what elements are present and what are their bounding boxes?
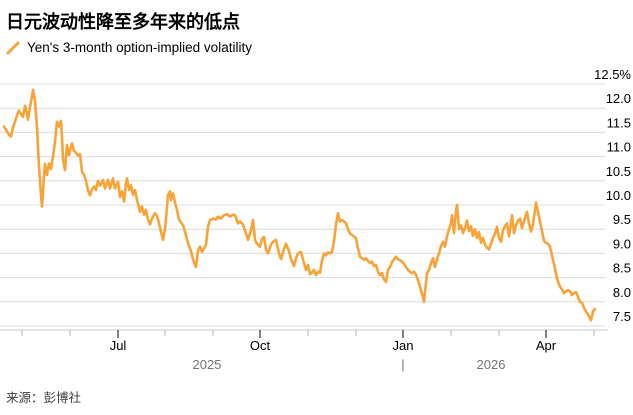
legend-label: Yen's 3-month option-implied volatility xyxy=(27,40,252,55)
legend-slash-icon xyxy=(6,41,20,54)
y-axis-label: 10.5 xyxy=(606,164,631,179)
x-axis-month-label: Jan xyxy=(393,338,414,353)
y-axis-label: 8.0 xyxy=(613,285,631,300)
y-axis-label: 9.0 xyxy=(613,236,631,251)
chart-legend: Yen's 3-month option-implied volatility xyxy=(6,40,252,55)
x-axis-year-label: 2025 xyxy=(193,357,222,372)
x-axis-month-label: Oct xyxy=(250,338,271,353)
page-title: 日元波动性降至多年来的低点 xyxy=(6,12,240,32)
y-axis-label: 12.5% xyxy=(594,67,631,82)
y-axis-label: 12.0 xyxy=(606,91,631,106)
source-attribution: 来源：彭博社 xyxy=(6,391,82,405)
y-axis-label: 11.5 xyxy=(607,115,631,130)
y-axis-label: 9.5 xyxy=(613,212,631,227)
volatility-series-line xyxy=(2,88,597,322)
y-axis-label: 8.5 xyxy=(613,261,631,276)
y-axis-label: 7.5 xyxy=(613,309,631,324)
x-axis-month-label: Apr xyxy=(536,338,557,353)
y-axis-label: 10.0 xyxy=(606,188,631,203)
x-axis-month-label: Jul xyxy=(110,338,127,353)
x-axis-year-label: 2026 xyxy=(477,357,506,372)
x-axis-year-divider: | xyxy=(401,357,404,372)
y-axis-label: 11.0 xyxy=(607,140,631,155)
